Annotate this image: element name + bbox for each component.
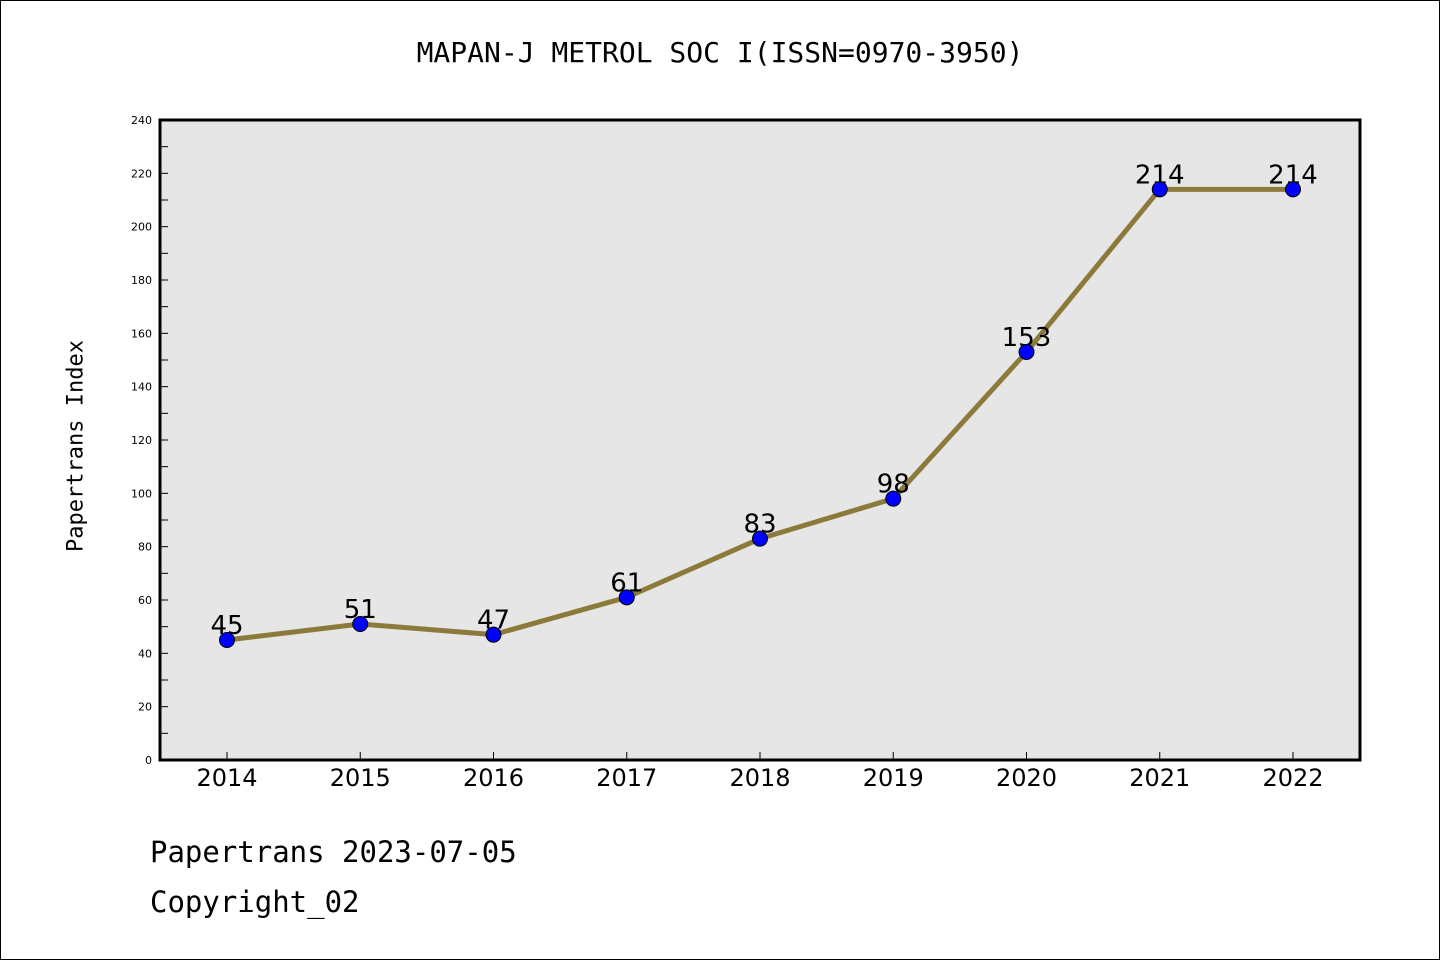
data-point <box>352 616 369 632</box>
chart-title: MAPAN-J METROL SOC I(ISSN=0970-3950) <box>416 36 1024 69</box>
y-tick-label: 100 <box>131 487 152 500</box>
x-axis-ticks: 2014 2015 2016 2017 2018 2019 2020 2021 2022 <box>196 752 1324 792</box>
x-tick-label: 2021 <box>1129 764 1190 792</box>
y-tick-label: 80 <box>138 541 152 554</box>
y-tick-label: 180 <box>131 274 152 287</box>
y-tick-label: 0 <box>145 754 152 767</box>
y-tick-label: 60 <box>138 594 152 607</box>
y-tick-label: 240 <box>131 114 152 127</box>
plot-area <box>160 120 1360 760</box>
footer-copyright: Copyright_02 <box>150 885 360 919</box>
x-tick-label: 2017 <box>596 764 657 792</box>
data-point <box>1285 181 1301 198</box>
x-tick-label: 2022 <box>1262 764 1323 792</box>
data-point <box>752 530 768 547</box>
data-point <box>485 626 502 643</box>
x-tick-label: 2020 <box>996 764 1057 792</box>
y-tick-label: 120 <box>131 434 152 447</box>
x-tick-label: 2015 <box>330 764 391 792</box>
y-tick-label: 200 <box>131 221 152 234</box>
x-tick-label: 2016 <box>463 764 524 792</box>
data-point <box>1151 181 1168 198</box>
y-tick-label: 140 <box>131 381 152 394</box>
y-tick-label: 220 <box>131 167 152 180</box>
y-tick-label: 160 <box>131 327 152 340</box>
x-tick-label: 2014 <box>196 764 257 792</box>
data-point <box>219 632 235 648</box>
x-tick-label: 2018 <box>729 764 790 792</box>
plot-border <box>158 118 1362 762</box>
data-point <box>1018 344 1035 360</box>
footer-date: Papertrans 2023-07-05 <box>150 835 517 869</box>
y-tick-label: 20 <box>138 701 152 714</box>
y-tick-label: 40 <box>138 647 152 660</box>
data-markers <box>219 181 1301 648</box>
data-point <box>885 490 902 507</box>
x-tick-label: 2019 <box>863 764 924 792</box>
data-point <box>618 589 635 606</box>
